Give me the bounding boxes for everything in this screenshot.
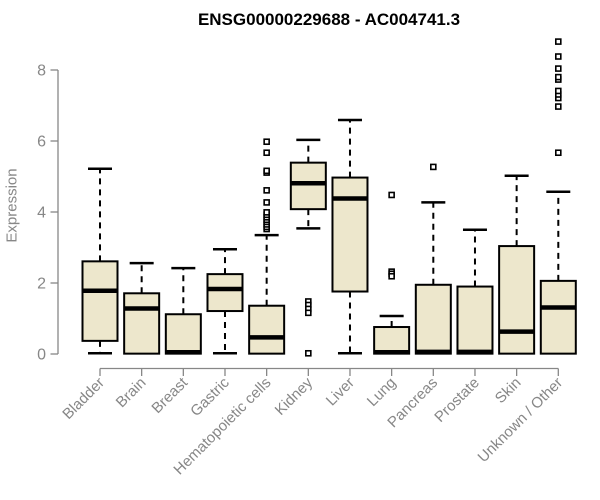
outlier-point (388, 191, 395, 199)
outlier-point (554, 149, 562, 157)
outlier-point (263, 167, 270, 175)
box-breast (164, 266, 202, 355)
box-prostate (456, 228, 494, 355)
x-tick-label: Bladder (59, 374, 108, 423)
box-gastric (206, 248, 244, 355)
outlier-point (388, 272, 395, 280)
y-tick-label: 8 (37, 63, 46, 80)
box-lung (373, 191, 411, 355)
outlier-point (554, 73, 562, 81)
box-liver (331, 118, 369, 355)
box-bladder (81, 167, 119, 355)
box-skin (498, 174, 536, 355)
outlier-point (554, 53, 562, 60)
x-tick-label: Lung (364, 374, 400, 410)
y-tick-label: 2 (37, 276, 46, 293)
x-tick-label: Prostate (431, 374, 483, 426)
outlier-point (263, 199, 270, 206)
iqr-box (498, 245, 536, 355)
outlier-point (554, 103, 562, 110)
iqr-box (373, 326, 411, 355)
y-tick-label: 0 (37, 347, 46, 364)
x-tick-label: Kidney (272, 374, 317, 419)
x-tick-label: Skin (492, 374, 525, 407)
y-tick-label: 4 (37, 205, 46, 222)
box-unknown-other (539, 38, 577, 355)
iqr-box (81, 260, 119, 342)
outlier-point (305, 309, 312, 317)
iqr-box (331, 176, 369, 293)
iqr-box (123, 292, 161, 355)
outlier-point (430, 163, 437, 171)
outlier-point (263, 149, 270, 157)
iqr-box (248, 304, 286, 355)
iqr-box (456, 285, 494, 355)
box-hematopoietic-cells (248, 138, 286, 355)
box-kidney (289, 138, 327, 357)
outlier-point (554, 38, 562, 45)
outlier-point (263, 138, 270, 146)
y-axis: 0 2 4 6 8 (37, 63, 59, 364)
chart-title: ENSG00000229688 - AC004741.3 (197, 10, 461, 29)
iqr-box (206, 273, 244, 313)
iqr-box (289, 161, 327, 211)
iqr-box (539, 279, 577, 355)
outlier-point (263, 187, 270, 194)
outlier-point (554, 87, 562, 95)
x-tick-label: Liver (323, 374, 358, 409)
box-pancreas (414, 163, 452, 355)
x-tick-label: Brain (113, 374, 150, 411)
box-brain (123, 261, 161, 355)
outlier-point (305, 349, 312, 357)
iqr-box (164, 313, 202, 355)
iqr-box (414, 283, 452, 355)
x-tick-label: Breast (148, 374, 191, 417)
outlier-point (554, 65, 562, 72)
y-tick-label: 6 (37, 134, 46, 151)
outlier-point (263, 209, 270, 216)
